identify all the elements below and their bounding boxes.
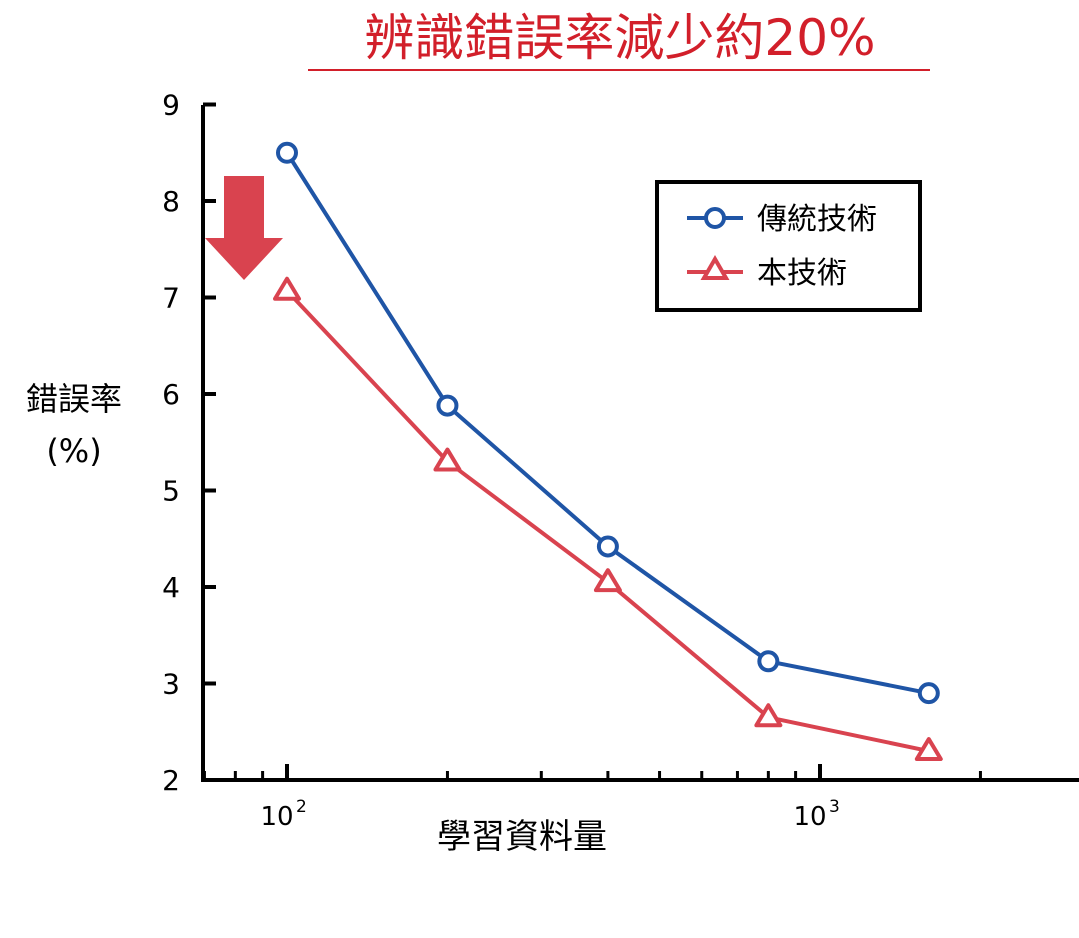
- x-tick-label-base: 10: [793, 802, 826, 832]
- data-point-triangle: [914, 737, 943, 762]
- chart-title: 辨識錯誤率減少約20%: [364, 9, 875, 67]
- legend-marker-proposed: [700, 255, 730, 280]
- legend-label-proposed: 本技術: [757, 256, 847, 291]
- y-tick-label: 3: [162, 668, 180, 701]
- x-tick-label-base: 10: [260, 802, 293, 832]
- y-axis-label-line1: 錯誤率: [26, 380, 122, 418]
- series-layer: [273, 141, 943, 762]
- series-line-1: [285, 289, 930, 754]
- data-point-triangle: [273, 276, 301, 301]
- y-tick-label: 7: [162, 282, 180, 315]
- data-point-triangle: [754, 703, 783, 728]
- y-tick-label: 9: [162, 89, 180, 122]
- y-tick-label: 5: [162, 475, 180, 508]
- data-point-circle: [917, 682, 940, 705]
- legend-box: [655, 180, 922, 312]
- data-point-circle: [757, 650, 780, 673]
- x-tick-label-exponent: 2: [296, 797, 307, 817]
- down-arrow-annotation: [205, 176, 283, 280]
- data-point-circle: [596, 535, 619, 558]
- data-point-circle: [276, 141, 298, 164]
- x-tick-label-exponent: 3: [829, 797, 840, 817]
- y-tick-label: 8: [162, 185, 180, 218]
- legend-label-traditional: 傳統技術: [757, 202, 877, 237]
- data-point-triangle: [433, 447, 462, 472]
- y-axis-label-line2: (%): [46, 432, 101, 470]
- data-point-triangle: [593, 568, 622, 593]
- x-axis-label: 學習資料量: [437, 817, 607, 857]
- y-tick-label: 6: [162, 378, 180, 411]
- y-tick-label: 4: [162, 571, 180, 604]
- y-tick-label: 2: [162, 764, 180, 797]
- y-ticks: 2 3 4 5 6 7 8 9: [162, 89, 216, 797]
- x-ticks: 10 2 10 3: [202, 764, 982, 832]
- data-point-circle: [436, 394, 459, 417]
- legend-marker-traditional: [704, 207, 726, 229]
